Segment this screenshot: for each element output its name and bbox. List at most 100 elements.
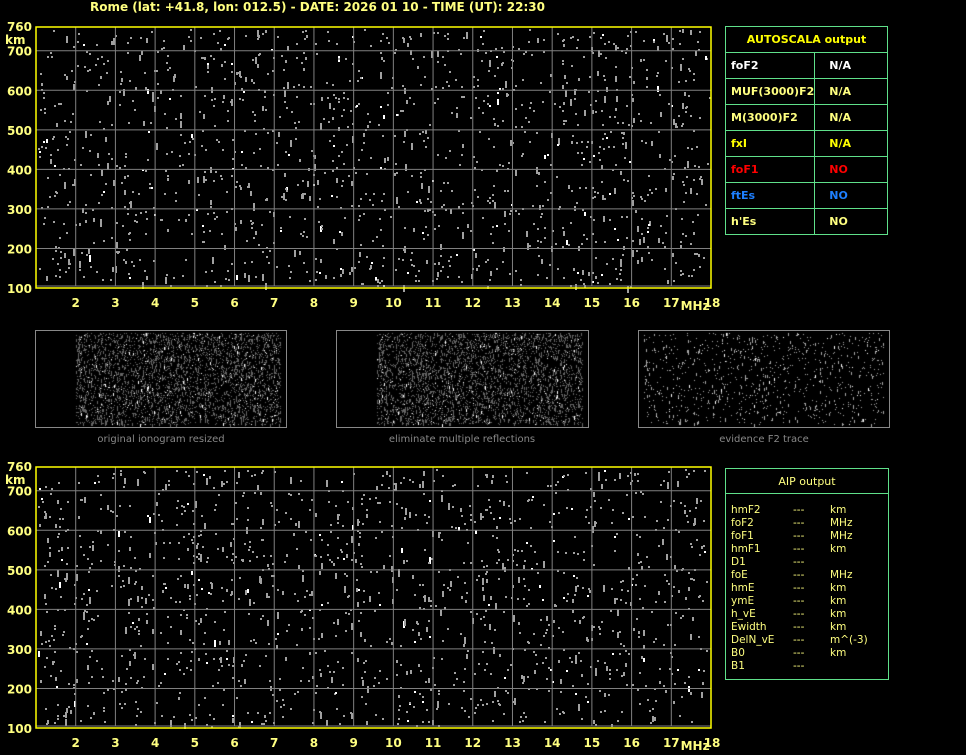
noise-dot xyxy=(218,669,220,671)
noise-dot xyxy=(576,577,578,579)
noise-dot xyxy=(157,83,159,85)
x-tick-label: 8 xyxy=(310,736,318,750)
noise-dot xyxy=(428,620,430,622)
noise-dot xyxy=(241,164,243,166)
noise-dot xyxy=(679,43,681,45)
noise-dot xyxy=(180,630,182,635)
noise-dot xyxy=(282,593,284,595)
noise-dot xyxy=(585,516,587,518)
noise-dot xyxy=(705,204,707,206)
noise-dot xyxy=(550,164,552,166)
noise-dot xyxy=(309,280,311,282)
noise-dot xyxy=(103,191,105,193)
noise-dot xyxy=(489,279,491,281)
autoscala-row: MUF(3000)F2 N/A xyxy=(724,78,888,105)
noise-dot xyxy=(315,258,317,260)
noise-dot xyxy=(437,32,439,34)
noise-dot xyxy=(282,591,284,593)
noise-dot xyxy=(626,684,628,686)
noise-dot xyxy=(380,72,382,79)
noise-dot xyxy=(124,703,126,705)
noise-dot xyxy=(180,575,182,577)
noise-dot xyxy=(448,703,450,705)
noise-dot xyxy=(454,672,456,674)
parameter-value: --- xyxy=(793,569,805,581)
noise-dot xyxy=(65,712,67,718)
noise-dot xyxy=(280,230,282,232)
noise-dot xyxy=(429,557,431,564)
noise-dot xyxy=(690,693,692,695)
noise-dot xyxy=(562,85,564,89)
noise-dot xyxy=(73,249,75,256)
noise-dot xyxy=(410,259,412,261)
noise-dot xyxy=(482,704,484,706)
noise-dot xyxy=(86,643,88,645)
noise-dot xyxy=(510,210,512,212)
noise-dot xyxy=(250,640,252,642)
noise-dot xyxy=(502,261,504,263)
noise-dot xyxy=(183,609,185,611)
noise-dot xyxy=(295,138,297,140)
noise-dot xyxy=(499,164,501,166)
noise-dot xyxy=(604,79,606,81)
noise-dot xyxy=(207,71,209,73)
noise-dot xyxy=(358,159,360,161)
noise-dot xyxy=(592,272,594,274)
noise-dot xyxy=(504,677,506,679)
noise-dot xyxy=(241,559,243,561)
noise-dot xyxy=(621,132,623,134)
noise-dot xyxy=(695,507,697,509)
noise-dot xyxy=(290,140,292,147)
noise-dot xyxy=(45,513,47,519)
noise-dot xyxy=(205,149,207,151)
noise-dot xyxy=(101,56,103,58)
noise-dot xyxy=(478,575,480,577)
noise-dot xyxy=(637,480,639,482)
noise-dot xyxy=(583,56,585,58)
noise-dot xyxy=(343,558,345,560)
noise-dot xyxy=(152,599,154,601)
noise-dot xyxy=(632,98,634,102)
noise-dot xyxy=(582,209,584,211)
noise-dot xyxy=(699,31,701,33)
noise-dot xyxy=(136,682,138,684)
noise-dot xyxy=(492,475,494,478)
noise-dot xyxy=(510,522,512,524)
noise-dot xyxy=(326,82,328,84)
noise-dot xyxy=(556,708,558,710)
noise-dot xyxy=(103,63,105,65)
noise-dot xyxy=(79,261,81,268)
noise-dot xyxy=(308,680,310,682)
noise-dot xyxy=(573,575,575,577)
noise-dot xyxy=(580,660,582,662)
noise-dot xyxy=(571,661,573,663)
autoscala-output-table: AUTOSCALA output foF2 N/A MUF(3000)F2 N/A M(… xyxy=(724,26,888,235)
noise-dot xyxy=(145,211,147,213)
noise-dot xyxy=(140,645,142,647)
noise-dot xyxy=(200,554,202,556)
noise-dot xyxy=(77,41,79,43)
noise-dot xyxy=(144,270,146,272)
noise-dot xyxy=(512,142,514,144)
noise-dot xyxy=(235,556,237,558)
noise-dot xyxy=(244,543,246,545)
noise-dot xyxy=(45,641,47,643)
noise-dot xyxy=(503,247,505,252)
noise-dot xyxy=(132,622,134,624)
noise-dot xyxy=(409,702,411,704)
noise-dot xyxy=(424,549,426,551)
noise-dot xyxy=(357,519,359,526)
noise-dot xyxy=(476,161,478,163)
noise-dot xyxy=(649,189,651,191)
noise-dot xyxy=(111,585,113,587)
noise-dot xyxy=(453,684,455,686)
noise-dot xyxy=(609,219,611,221)
noise-dot xyxy=(253,602,255,604)
noise-dot xyxy=(558,138,560,145)
noise-dot xyxy=(668,471,670,473)
noise-dot xyxy=(300,233,302,235)
noise-dot xyxy=(632,240,634,242)
noise-dot xyxy=(510,140,512,146)
y-tick-label: 600 xyxy=(7,84,32,98)
noise-dot xyxy=(544,237,546,239)
